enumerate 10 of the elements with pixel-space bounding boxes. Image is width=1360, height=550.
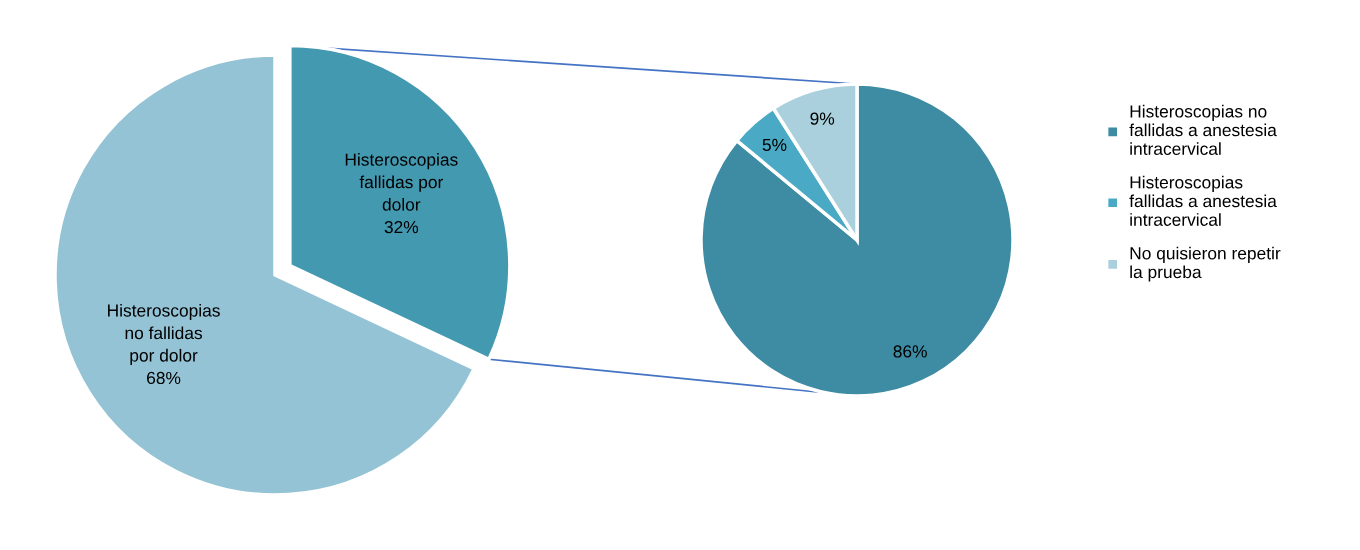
slice-label: Histeroscopias fallidas por dolor [345,153,458,211]
data-label: 68% [147,371,181,385]
legend-label: Histeroscopias no fallidas a anestesia intracervical [1129,104,1277,155]
data-label: 9% [810,112,835,125]
data-label: 5% [762,138,787,152]
slice-label: Histeroscopias no fallidas por dolor [108,303,220,366]
legend-label: Histeroscopias fallidas a anestesia intracervical [1129,175,1277,226]
data-label: 32% [384,220,419,234]
data-label: 86% [893,345,927,358]
legend-label: No quisieron repetir la prueba [1130,246,1281,282]
